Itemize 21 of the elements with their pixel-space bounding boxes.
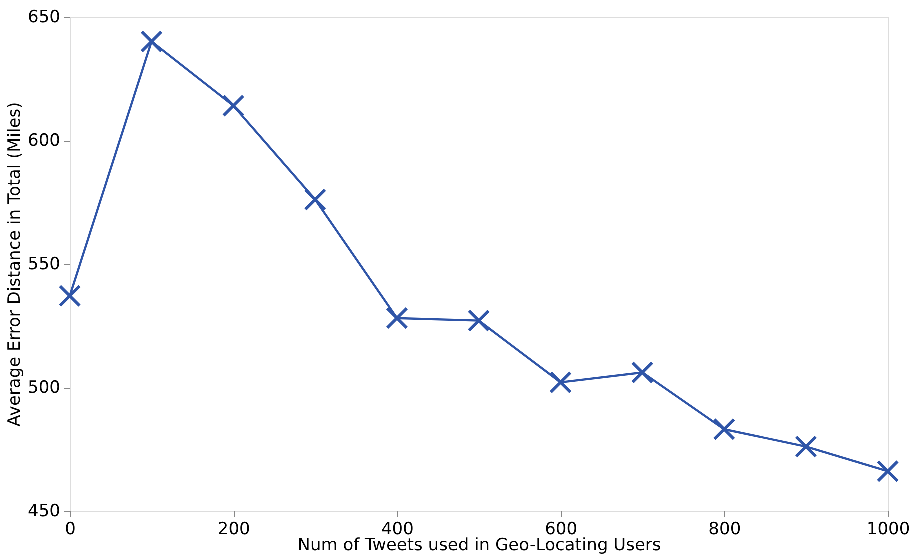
- y-tick-label: 450: [28, 502, 60, 522]
- point: [876, 460, 900, 483]
- y-tick-label: 550: [28, 254, 60, 274]
- point: [222, 94, 245, 118]
- point: [631, 361, 654, 384]
- x-tick-label: 1000: [866, 520, 910, 540]
- point: [304, 188, 327, 212]
- point: [713, 418, 736, 441]
- point: [58, 284, 82, 308]
- y-tick-label: 600: [28, 131, 60, 151]
- point: [550, 371, 572, 394]
- x-tick-label: 200: [218, 520, 250, 540]
- y-tick-label: 500: [28, 378, 60, 398]
- y-axis-title: Average Error Distance in Total (Miles): [5, 102, 26, 427]
- y-tick-label: 650: [28, 8, 60, 28]
- point: [468, 310, 490, 332]
- x-tick-label: 800: [708, 520, 742, 540]
- point: [140, 30, 164, 53]
- point: [794, 436, 818, 458]
- x-tick-label: 0: [65, 520, 76, 540]
- point: [386, 307, 408, 330]
